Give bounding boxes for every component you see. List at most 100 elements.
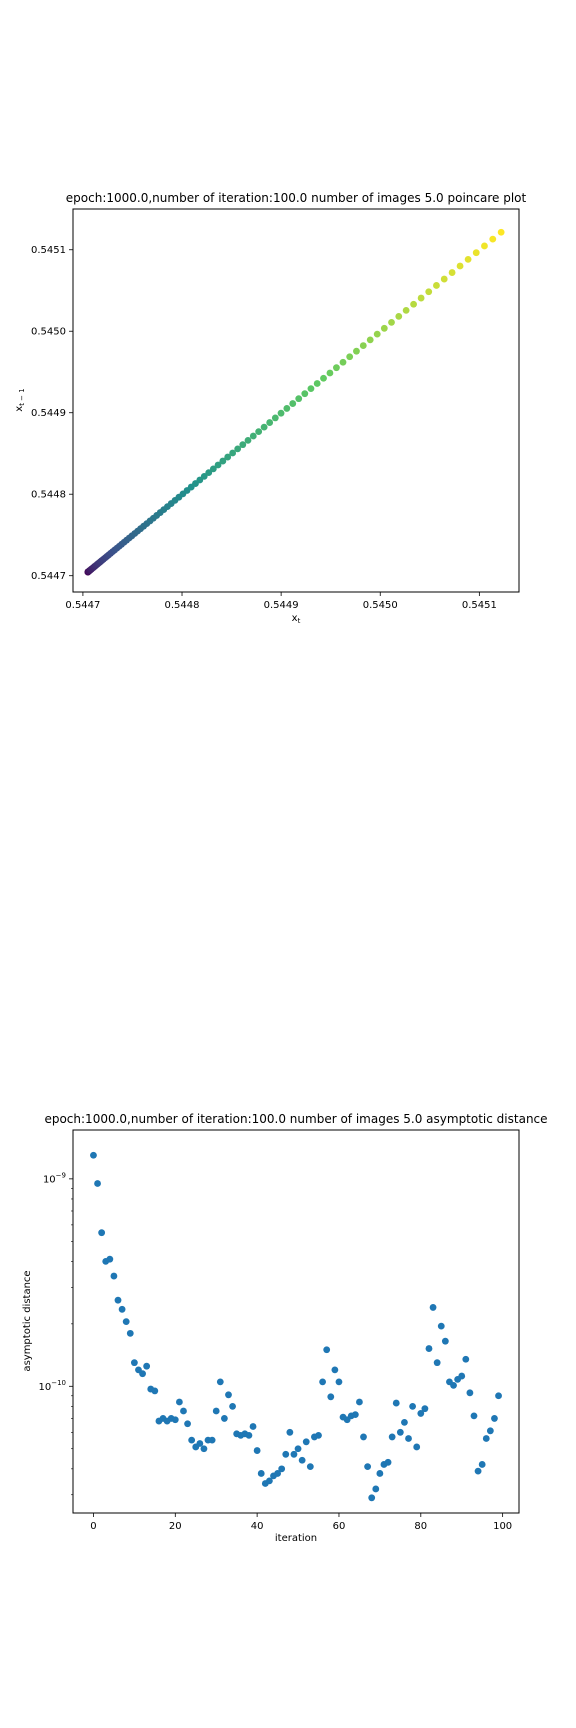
asymptotic-point [253, 1447, 261, 1454]
asymptotic-point [118, 1305, 126, 1313]
asymptotic-point [319, 1378, 326, 1386]
x-tick-label: 0.5448 [165, 600, 200, 611]
asymptotic-point [417, 1410, 425, 1417]
poincare-point [260, 423, 268, 431]
asymptotic-point [126, 1329, 134, 1337]
poincare-x-label-sub: t [298, 617, 301, 625]
poincare-x-ticks: 0.5447 0.5448 0.5449 0.5450 0.5451 [65, 592, 497, 611]
poincare-point [214, 461, 222, 469]
x-tick-label: 20 [169, 1521, 182, 1532]
asymptotic-point [229, 1402, 236, 1410]
poincare-point [239, 441, 247, 449]
asymptotic-point [302, 1438, 310, 1446]
poincare-plot-title: epoch:1000.0,number of iteration:100.0 n… [66, 191, 527, 205]
poincare-point [313, 380, 321, 387]
x-tick-label: 0.5449 [264, 600, 299, 611]
asymptotic-point [392, 1399, 400, 1407]
poincare-point [464, 256, 472, 263]
poincare-point [200, 472, 208, 480]
asymptotic-point [323, 1346, 331, 1354]
asymptotic-point [315, 1431, 322, 1439]
poincare-x-label: xt [292, 613, 301, 625]
poincare-point [417, 294, 425, 302]
asymptotic-distance-plot: epoch:1000.0,number of iteration:100.0 n… [22, 1112, 548, 1544]
poincare-y-label-main: x [14, 406, 25, 412]
asymptotic-y-ticks: 10−10 10−9 [38, 1171, 73, 1496]
asymptotic-point [298, 1456, 306, 1464]
asymptotic-point [491, 1415, 498, 1422]
poincare-point [425, 288, 433, 296]
asymptotic-point [405, 1435, 412, 1442]
poincare-point [489, 235, 497, 243]
poincare-point [271, 414, 279, 422]
poincare-point [402, 306, 410, 314]
asymptotic-x-label: iteration [275, 1533, 317, 1544]
asymptotic-plot-title: epoch:1000.0,number of iteration:100.0 n… [44, 1112, 547, 1126]
y-tick-label: 10−10 [38, 1379, 66, 1393]
poincare-point [388, 318, 395, 326]
asymptotic-point [286, 1428, 294, 1436]
asymptotic-point [327, 1393, 335, 1401]
asymptotic-point [257, 1470, 265, 1477]
asymptotic-point [294, 1445, 302, 1453]
asymptotic-point [450, 1382, 457, 1389]
asymptotic-point [180, 1407, 187, 1415]
asymptotic-point [94, 1180, 101, 1187]
poincare-point [448, 269, 456, 276]
poincare-point [266, 419, 274, 426]
asymptotic-point [175, 1398, 183, 1406]
asymptotic-point [384, 1458, 392, 1466]
asymptotic-point [462, 1355, 470, 1363]
asymptotic-point [110, 1272, 118, 1280]
poincare-point [277, 409, 285, 417]
asymptotic-point [143, 1362, 151, 1370]
poincare-point [224, 453, 232, 461]
asymptotic-point [433, 1359, 441, 1367]
asymptotic-point [372, 1485, 380, 1493]
y-tick-label: 0.5450 [31, 327, 66, 338]
poincare-point [359, 342, 367, 349]
asymptotic-point [364, 1463, 372, 1471]
asymptotic-plot-frame [72, 1129, 520, 1514]
asymptotic-point [122, 1318, 130, 1326]
poincare-x-label-main: x [292, 613, 298, 624]
asymptotic-point [245, 1431, 253, 1439]
poincare-point [456, 262, 464, 270]
x-tick-label: 0.5451 [462, 600, 497, 611]
asymptotic-point [486, 1427, 494, 1435]
asymptotic-point [282, 1450, 290, 1458]
asymptotic-point [478, 1461, 486, 1468]
asymptotic-point [401, 1418, 408, 1426]
asymptotic-point [171, 1416, 179, 1424]
asymptotic-point [278, 1465, 286, 1473]
asymptotic-point [106, 1255, 114, 1263]
x-tick-label: 0.5447 [65, 600, 100, 611]
poincare-point [346, 353, 354, 361]
poincare-point [366, 336, 374, 344]
asymptotic-point [409, 1402, 417, 1410]
asymptotic-point [216, 1378, 224, 1386]
asymptotic-point [421, 1405, 429, 1413]
poincare-plot: epoch:1000.0,number of iteration:100.0 n… [14, 191, 526, 625]
x-tick-label: 0 [90, 1521, 96, 1532]
asymptotic-points [90, 1151, 502, 1502]
asymptotic-point [356, 1398, 363, 1406]
asymptotic-point [495, 1392, 502, 1400]
poincare-point [380, 324, 388, 332]
asymptotic-point [474, 1467, 482, 1475]
poincare-point [229, 449, 237, 457]
poincare-point [481, 242, 488, 250]
asymptotic-point [441, 1337, 449, 1345]
asymptotic-point [425, 1345, 433, 1352]
asymptotic-point [396, 1428, 404, 1436]
poincare-point [320, 374, 327, 382]
asymptotic-point [151, 1387, 159, 1395]
asymptotic-x-ticks: 0 20 40 60 80 100 [90, 1513, 512, 1532]
poincare-point [472, 249, 480, 257]
poincare-point [219, 457, 227, 465]
x-tick-label: 0.5450 [363, 600, 398, 611]
poincare-point [307, 385, 315, 393]
asymptotic-point [114, 1296, 122, 1304]
poincare-point [295, 395, 303, 403]
